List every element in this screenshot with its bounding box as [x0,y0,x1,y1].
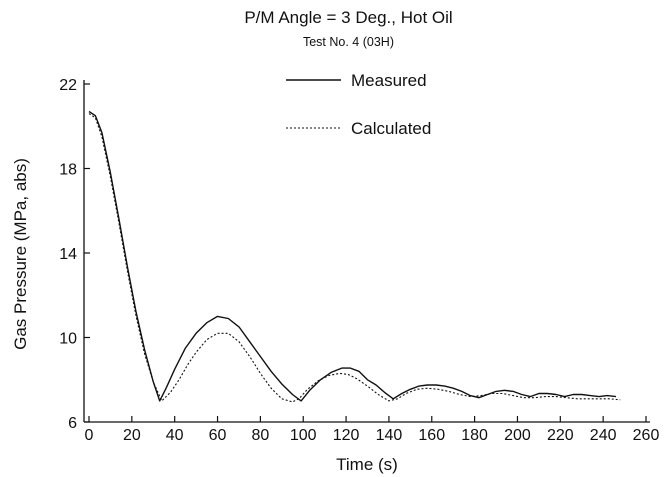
x-tick-label: 60 [209,427,227,444]
x-tick-label: 240 [590,427,617,444]
series-line-calculated [88,113,621,403]
x-tick-label: 100 [290,427,317,444]
x-tick-label: 0 [85,427,94,444]
y-tick-label: 14 [59,246,77,263]
y-ticks: 6 10 14 18 22 [59,77,90,432]
x-tick-label: 120 [333,427,360,444]
x-tick-label: 160 [418,427,445,444]
y-tick-label: 18 [59,162,77,179]
x-tick-label: 260 [633,427,660,444]
x-tick-label: 80 [251,427,269,444]
y-tick-label: 6 [68,415,77,432]
y-axis-label: Gas Pressure (MPa, abs) [11,158,30,350]
legend: Measured Calculated [286,71,431,138]
axes [83,80,650,423]
x-tick-label: 200 [504,427,531,444]
y-tick-label: 22 [59,77,77,94]
legend-label-measured: Measured [351,71,427,90]
legend-label-calculated: Calculated [351,119,431,138]
chart-title: P/M Angle = 3 Deg., Hot Oil [244,8,453,27]
x-tick-label: 180 [461,427,488,444]
x-tick-label: 140 [376,427,403,444]
series-line-measured [88,110,617,402]
x-tick-label: 20 [123,427,141,444]
x-ticks: 0 20 40 60 80 100 120 140 160 180 200 220 240 260 [85,416,660,444]
y-tick-label: 10 [59,331,77,348]
chart-subtitle: Test No. 4 (03H) [302,35,394,49]
series-layer [88,110,621,403]
x-tick-label: 40 [166,427,184,444]
x-axis-label: Time (s) [336,455,398,474]
x-tick-label: 220 [547,427,574,444]
